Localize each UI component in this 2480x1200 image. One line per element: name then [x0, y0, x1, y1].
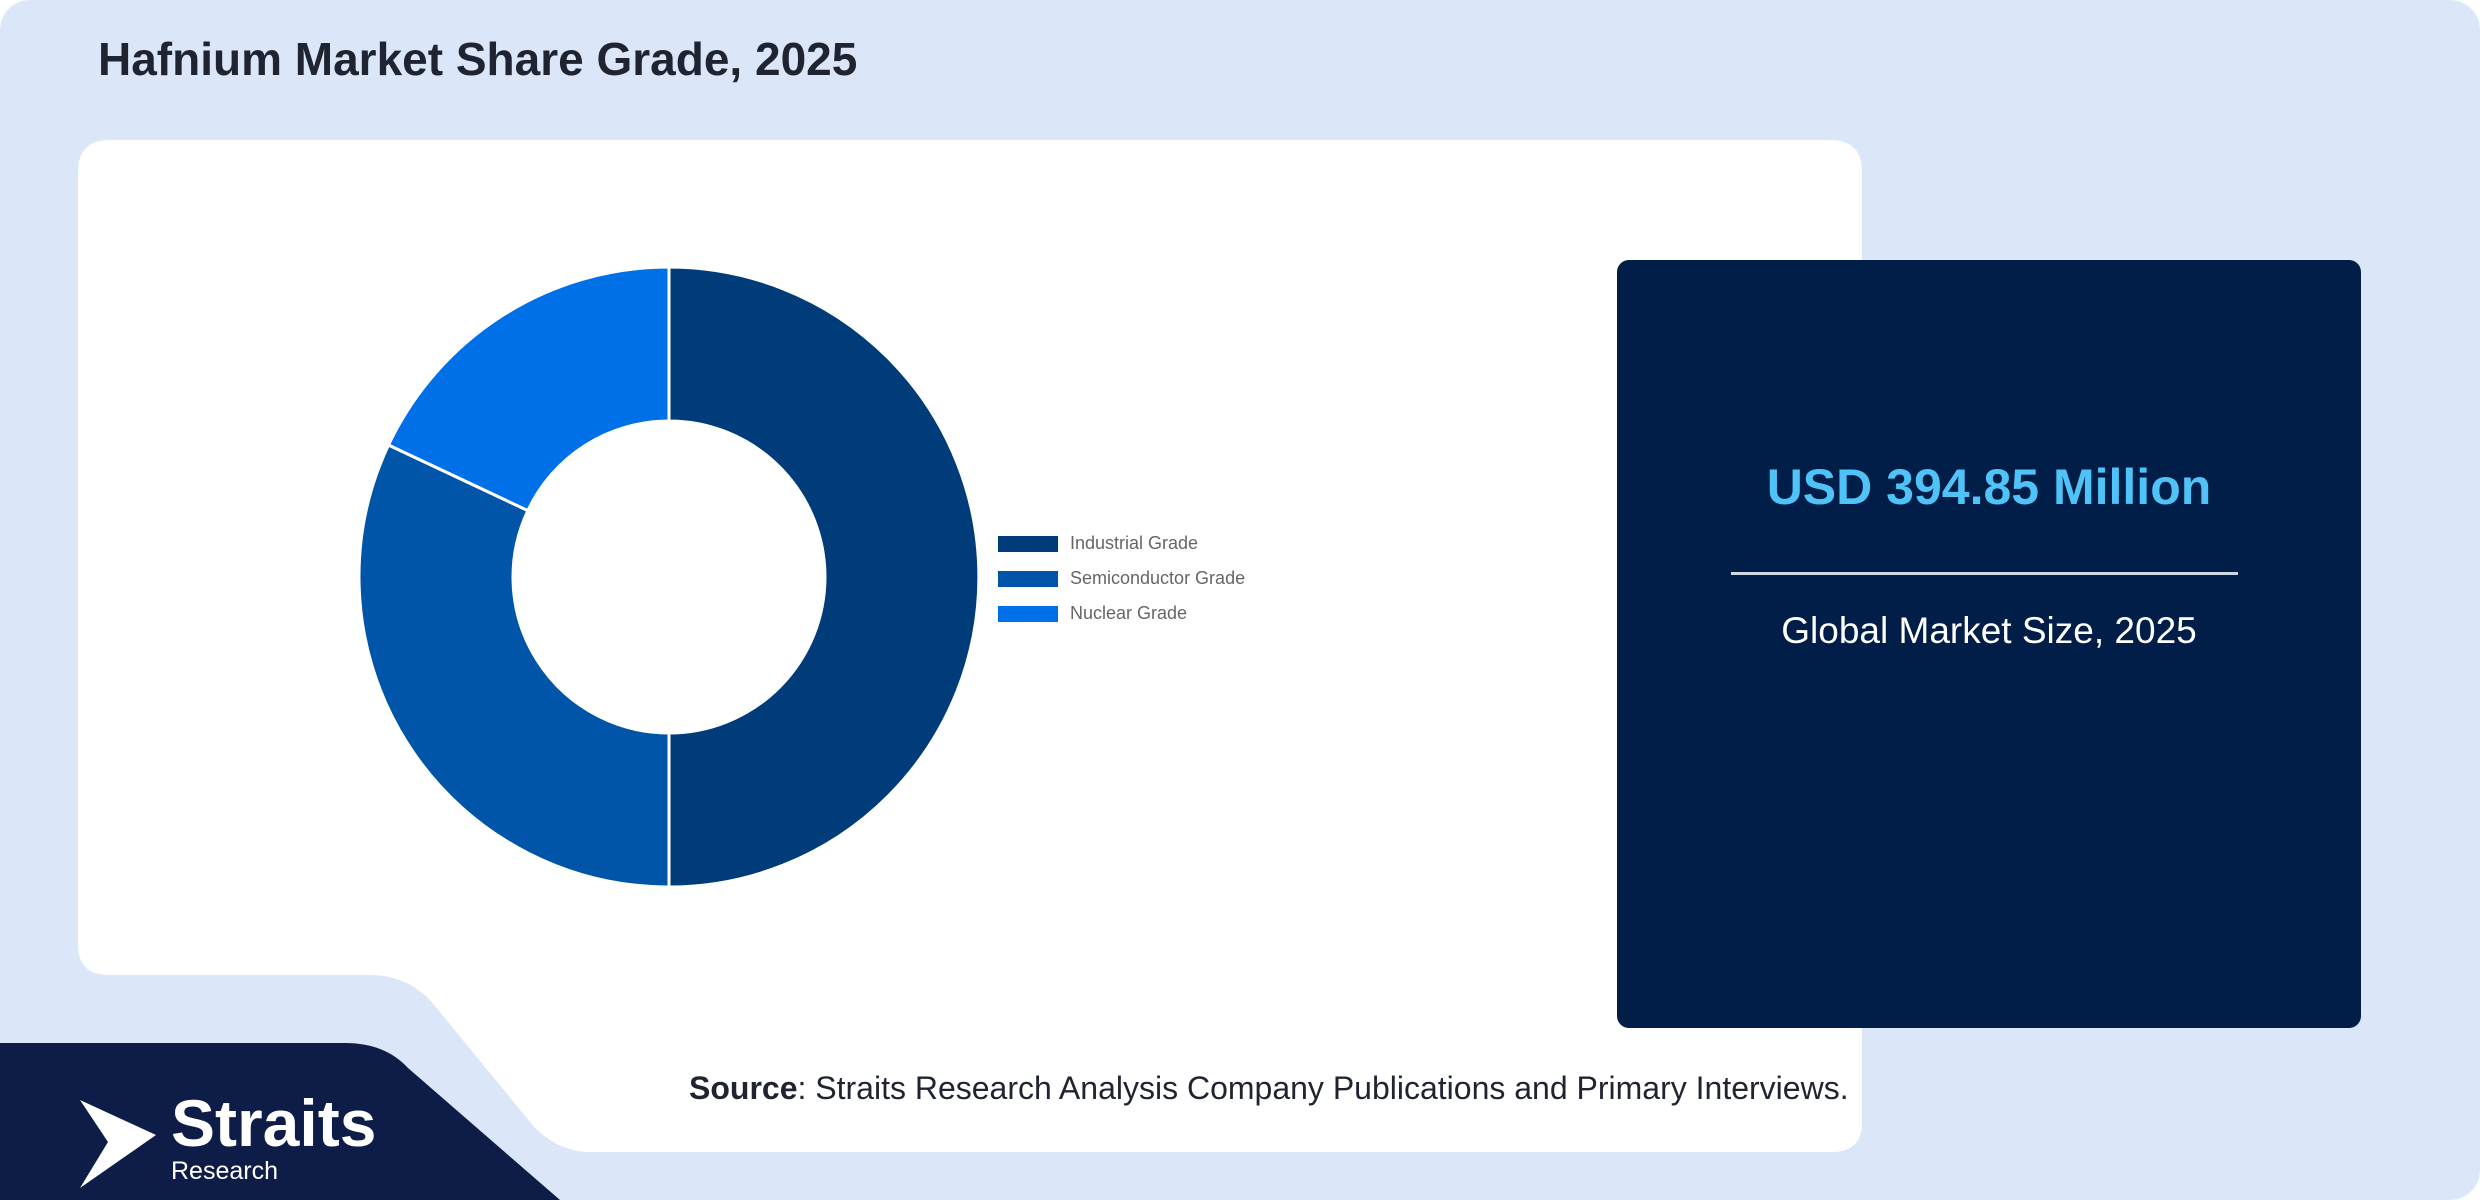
legend-item-industrial-grade: Industrial Grade: [998, 526, 1245, 561]
source-label: Source: [689, 1070, 798, 1106]
brand-subtitle: Research: [171, 1157, 278, 1185]
chart-legend: Industrial Grade Semiconductor Grade Nucle…: [998, 526, 1245, 631]
legend-item-nuclear-grade: Nuclear Grade: [998, 596, 1245, 631]
page-title: Hafnium Market Share Grade, 2025: [98, 33, 858, 85]
legend-swatch: [998, 570, 1058, 587]
legend-label: Semiconductor Grade: [1070, 568, 1246, 588]
card-divider: [1731, 572, 2238, 575]
legend-swatch: [998, 605, 1058, 622]
slice-industrial-grade: [667, 265, 981, 889]
legend-swatch: [998, 535, 1058, 552]
slice-nuclear-grade: [386, 265, 671, 513]
source-note: Source: Straits Research Analysis Compan…: [689, 1070, 1849, 1107]
legend-label: Industrial Grade: [1070, 533, 1199, 553]
market-size-label: Global Market Size, 2025: [1781, 610, 2197, 651]
logo-arrow-icon: [80, 1100, 156, 1188]
source-text: : Straits Research Analysis Company Publ…: [797, 1070, 1849, 1106]
market-size-value: USD 394.85 Million: [1766, 459, 2212, 515]
donut-chart: [357, 265, 981, 889]
brand-name: Straits: [171, 1086, 377, 1160]
slice-semiconductor-grade: [357, 443, 671, 889]
legend-item-semiconductor-grade: Semiconductor Grade: [998, 561, 1245, 596]
market-size-card: [1617, 260, 2361, 1028]
legend-label: Nuclear Grade: [1070, 603, 1188, 623]
brand-corner: [0, 1043, 560, 1200]
